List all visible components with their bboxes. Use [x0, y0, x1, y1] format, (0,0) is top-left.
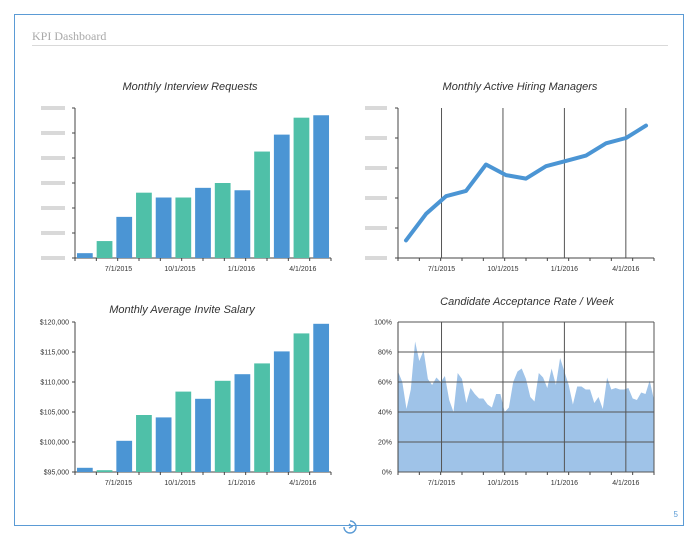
y-tick-label: 20% [378, 440, 392, 447]
x-tick-label: 7/1/2015 [105, 480, 132, 487]
y-label-placeholder [365, 106, 387, 110]
page-frame [14, 14, 684, 526]
candidate-acceptance-rate-chart: Candidate Acceptance Rate / Week 0% 20% 40… [374, 296, 655, 487]
x-tick-label: 1/1/2016 [228, 480, 255, 487]
title-divider [32, 45, 668, 46]
bar [234, 374, 251, 472]
y-tick-label: $115,000 [40, 350, 69, 357]
bar [175, 391, 192, 472]
chart-title: Monthly Interview Requests [122, 81, 258, 93]
x-tick-label: 7/1/2015 [428, 266, 455, 273]
acceptance-area [398, 341, 654, 472]
page-title: KPI Dashboard [32, 29, 107, 43]
bar [136, 415, 152, 472]
bar [214, 183, 231, 258]
x-tick-label: 1/1/2016 [551, 266, 578, 273]
y-label-placeholder [41, 181, 65, 185]
bar [96, 241, 113, 258]
bar [76, 467, 93, 472]
bar [155, 417, 172, 472]
x-tick-label: 10/1/2015 [487, 266, 518, 273]
y-tick-label: 40% [378, 410, 392, 417]
y-tick-label: 0% [382, 470, 392, 477]
chart-title: Candidate Acceptance Rate / Week [440, 296, 614, 308]
bar [195, 187, 211, 258]
x-tick-label: 1/1/2016 [551, 480, 578, 487]
x-tick-label: 4/1/2016 [289, 266, 316, 273]
monthly-average-invite-salary-chart: Monthly Average Invite Salary $95,000 $10… [40, 304, 332, 487]
y-tick-label: $105,000 [40, 410, 69, 417]
y-label-placeholder [365, 136, 387, 140]
x-tick-label: 7/1/2015 [105, 266, 132, 273]
bar [254, 363, 270, 472]
y-label-placeholder [365, 196, 387, 200]
series-line [404, 123, 648, 243]
bar [313, 323, 330, 472]
bar [116, 216, 133, 258]
x-tick-label: 4/1/2016 [289, 480, 316, 487]
bar [273, 351, 290, 472]
bar [195, 398, 211, 472]
y-label-placeholder [41, 256, 65, 260]
bar [254, 151, 270, 258]
y-tick-label: $100,000 [40, 440, 69, 447]
monthly-active-hiring-managers-chart: Monthly Active Hiring Managers 7/1/2015 1… [365, 81, 655, 273]
y-label-placeholder [41, 131, 65, 135]
x-tick-label: 10/1/2015 [487, 480, 518, 487]
y-label-placeholder [41, 106, 65, 110]
bar [293, 117, 310, 258]
x-tick-label: 4/1/2016 [612, 480, 639, 487]
y-tick-label: $120,000 [40, 320, 69, 327]
bar [76, 253, 93, 258]
y-tick-label: 60% [378, 380, 392, 387]
bar [116, 440, 133, 472]
bar [293, 333, 310, 472]
x-tick-label: 10/1/2015 [164, 480, 195, 487]
bar [155, 197, 172, 258]
y-label-placeholder [41, 156, 65, 160]
bar [96, 470, 113, 472]
x-tick-label: 10/1/2015 [164, 266, 195, 273]
y-label-placeholder [41, 231, 65, 235]
y-tick-label: 100% [374, 320, 392, 327]
y-label-placeholder [365, 226, 387, 230]
chart-title: Monthly Average Invite Salary [109, 304, 256, 316]
page-number: 5 [673, 510, 678, 519]
bar [175, 197, 192, 258]
y-label-placeholder [365, 166, 387, 170]
y-tick-label: 80% [378, 350, 392, 357]
x-tick-label: 4/1/2016 [612, 266, 639, 273]
bar [136, 192, 152, 258]
monthly-interview-requests-chart: Monthly Interview Requests 7/1/2015 10/1/… [41, 81, 332, 273]
x-tick-label: 7/1/2015 [428, 480, 455, 487]
y-tick-label: $95,000 [44, 470, 69, 477]
chart-title: Monthly Active Hiring Managers [443, 81, 598, 93]
bar [234, 190, 251, 258]
y-label-placeholder [41, 206, 65, 210]
bar [273, 134, 290, 258]
bar [214, 380, 231, 472]
footer-logo-icon [343, 520, 357, 534]
x-tick-label: 1/1/2016 [228, 266, 255, 273]
y-label-placeholder [365, 256, 387, 260]
bar [313, 115, 330, 259]
y-tick-label: $110,000 [40, 380, 69, 387]
